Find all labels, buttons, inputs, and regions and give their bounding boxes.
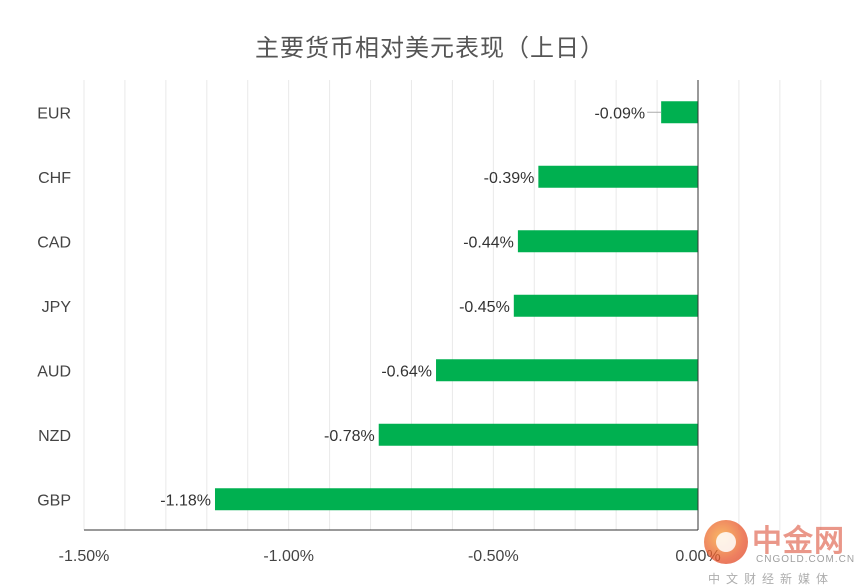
bar-aud bbox=[436, 359, 698, 381]
category-label-eur: EUR bbox=[37, 105, 71, 122]
category-label-chf: CHF bbox=[38, 170, 71, 187]
watermark-domain: CNGOLD.COM.CN bbox=[756, 554, 855, 565]
data-label-gbp: -1.18% bbox=[160, 492, 211, 509]
bar-cad bbox=[518, 230, 698, 252]
category-label-gbp: GBP bbox=[37, 492, 71, 509]
x-tick-label: -1.50% bbox=[59, 548, 110, 565]
bar-eur bbox=[661, 101, 698, 123]
bar-jpy bbox=[514, 295, 698, 317]
x-tick-label: -1.00% bbox=[263, 548, 314, 565]
category-label-jpy: JPY bbox=[42, 299, 72, 316]
bar-chf bbox=[538, 166, 698, 188]
brand-logo-icon bbox=[704, 520, 748, 564]
category-label-cad: CAD bbox=[37, 234, 71, 251]
data-label-aud: -0.64% bbox=[381, 363, 432, 380]
x-tick-label: -0.50% bbox=[468, 548, 519, 565]
data-label-cad: -0.44% bbox=[463, 234, 514, 251]
bar-gbp bbox=[215, 488, 698, 510]
data-label-nzd: -0.78% bbox=[324, 428, 375, 445]
watermark-slogan: 中文财经新媒体 bbox=[708, 570, 834, 587]
data-label-chf: -0.39% bbox=[484, 170, 535, 187]
watermark: 中金网 CNGOLD.COM.CN 中文财经新媒体 bbox=[700, 512, 860, 587]
bar-nzd bbox=[379, 424, 698, 446]
data-label-eur: -0.09% bbox=[594, 105, 645, 122]
category-label-aud: AUD bbox=[37, 363, 71, 380]
category-label-nzd: NZD bbox=[38, 428, 71, 445]
bars bbox=[215, 101, 698, 510]
grid-lines bbox=[84, 80, 821, 530]
data-label-jpy: -0.45% bbox=[459, 299, 510, 316]
